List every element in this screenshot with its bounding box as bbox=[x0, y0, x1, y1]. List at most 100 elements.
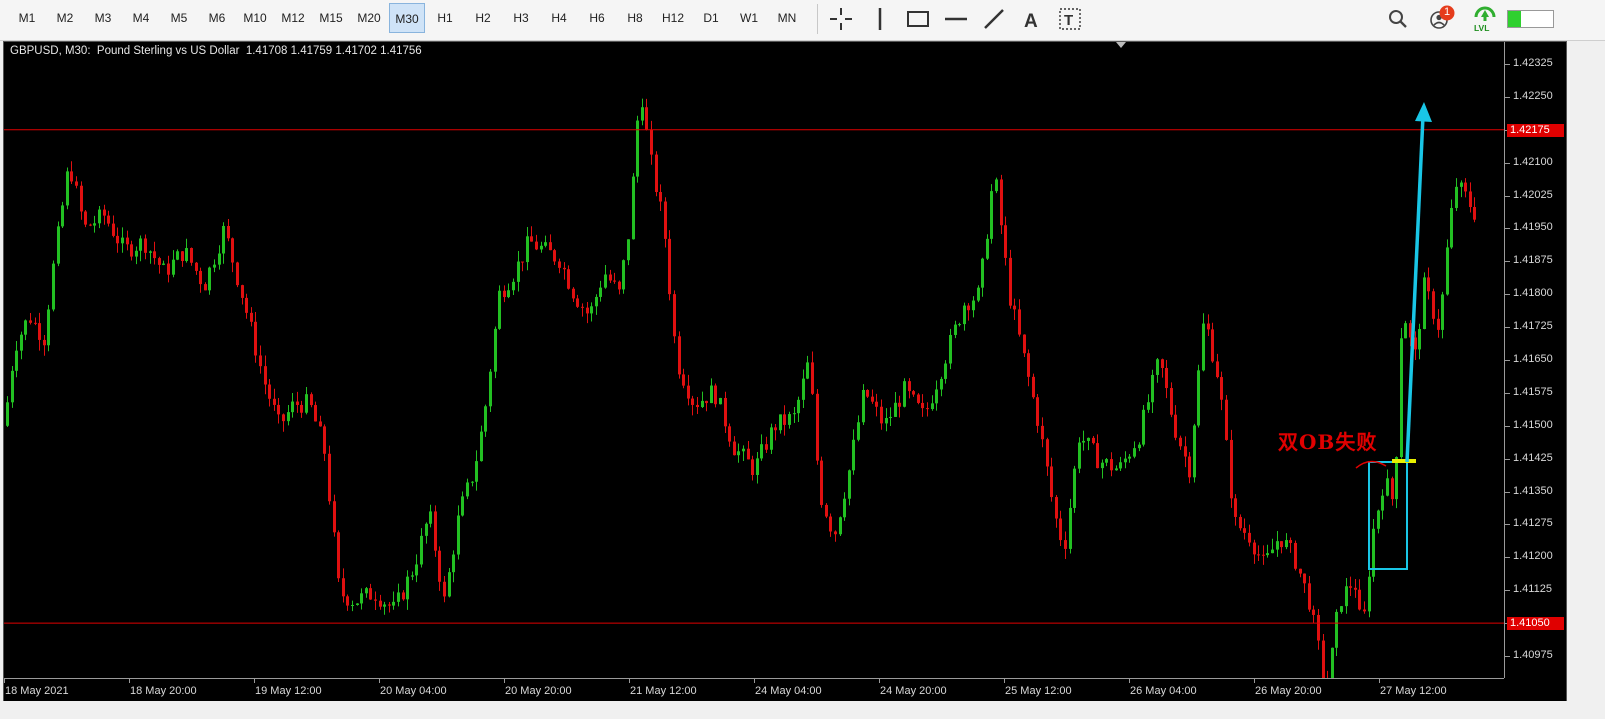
bull-candle bbox=[1151, 374, 1154, 403]
bull-candle bbox=[420, 535, 423, 565]
timeframe-button-d1[interactable]: D1 bbox=[703, 11, 719, 25]
time-tick bbox=[879, 679, 880, 683]
bear-candle bbox=[898, 402, 901, 407]
price-tick-label: 1.41125 bbox=[1513, 583, 1552, 596]
timeframe-button-m1[interactable]: M1 bbox=[18, 11, 36, 25]
timeframe-button-h3[interactable]: H3 bbox=[513, 11, 529, 25]
timeframe-button-mn[interactable]: MN bbox=[777, 11, 797, 25]
timeframe-button-m10[interactable]: M10 bbox=[243, 11, 267, 25]
bear-candle bbox=[1096, 443, 1099, 469]
timeframe-button-m6[interactable]: M6 bbox=[208, 11, 226, 25]
bull-candle bbox=[1345, 586, 1348, 607]
bear-candle bbox=[112, 223, 115, 236]
timeframe-button-h6[interactable]: H6 bbox=[589, 11, 605, 25]
bull-candle bbox=[788, 414, 791, 425]
timeframe-button-h8[interactable]: H8 bbox=[627, 11, 643, 25]
timeframe-button-h2[interactable]: H2 bbox=[475, 11, 491, 25]
timeframe-button-m15[interactable]: M15 bbox=[319, 11, 343, 25]
bear-candle bbox=[1230, 439, 1233, 499]
projection-arrow-line bbox=[1405, 115, 1425, 463]
bear-candle bbox=[714, 385, 717, 405]
text-icon[interactable]: A bbox=[1017, 4, 1047, 34]
timeframe-button-h4[interactable]: H4 bbox=[551, 11, 567, 25]
bear-candle bbox=[825, 504, 828, 517]
timeframe-button-m3[interactable]: M3 bbox=[94, 11, 112, 25]
bear-candle bbox=[1464, 182, 1467, 192]
bull-candle bbox=[213, 264, 216, 268]
price-tick-label: 1.41350 bbox=[1513, 484, 1553, 497]
timeframe-button-h12[interactable]: H12 bbox=[661, 11, 684, 25]
bear-candle bbox=[300, 404, 303, 413]
bull-candle bbox=[797, 399, 800, 414]
bear-candle bbox=[1294, 542, 1297, 569]
lvl-signal-icon[interactable]: LVL bbox=[1470, 4, 1500, 34]
bull-candle bbox=[135, 250, 138, 257]
bear-candle bbox=[609, 274, 612, 281]
bull-candle bbox=[632, 176, 635, 240]
timeframe-button-m5[interactable]: M5 bbox=[170, 11, 188, 25]
time-tick-label: 20 May 04:00 bbox=[380, 685, 447, 697]
chart-toolbar: M1 M2 M3 M4 M5 M6 M10 M12 M15 M20 M30 H1 H2 H3 H4 H6 H8 H… bbox=[0, 0, 1605, 41]
bear-candle bbox=[1257, 554, 1260, 556]
bear-candle bbox=[618, 281, 621, 290]
rectangle-icon[interactable] bbox=[903, 4, 933, 34]
bull-candle bbox=[498, 290, 501, 329]
time-tick bbox=[754, 679, 755, 683]
timeframe-button-w1[interactable]: W1 bbox=[740, 11, 758, 25]
horizontal-line-icon[interactable] bbox=[941, 4, 971, 34]
timeframe-button-m4[interactable]: M4 bbox=[132, 11, 150, 25]
bear-candle bbox=[1317, 614, 1320, 641]
chart-window[interactable]: GBPUSD, M30: Pound Sterling vs US Dollar… bbox=[3, 41, 1567, 703]
bull-candle bbox=[15, 350, 18, 371]
price-axis[interactable]: 1.42325 1.42250 1.42175 1.42100 1.42025 1.419… bbox=[1504, 42, 1567, 678]
bear-candle bbox=[264, 366, 267, 385]
bear-candle bbox=[549, 242, 552, 251]
time-axis[interactable]: 18 May 2021 18 May 20:00 19 May 12:00 20 Ma… bbox=[4, 678, 1504, 703]
bull-candle bbox=[98, 209, 101, 224]
price-tick bbox=[1505, 294, 1510, 296]
bull-candle bbox=[806, 362, 809, 379]
bull-candle bbox=[903, 381, 906, 407]
price-chart-svg[interactable] bbox=[4, 42, 1504, 678]
bull-candle bbox=[1368, 576, 1371, 612]
bull-candle bbox=[20, 334, 23, 351]
notifications-icon[interactable]: 1 bbox=[1424, 4, 1458, 34]
timeframe-button-m20[interactable]: M20 bbox=[357, 11, 381, 25]
bull-candle bbox=[392, 601, 395, 606]
bear-candle bbox=[1092, 437, 1095, 444]
bull-candle bbox=[894, 402, 897, 417]
timeframe-button-h1[interactable]: H1 bbox=[437, 11, 453, 25]
bull-candle bbox=[641, 107, 644, 121]
bull-candle bbox=[356, 603, 359, 605]
bear-candle bbox=[1000, 179, 1003, 226]
bull-candle bbox=[512, 281, 515, 291]
bear-candle bbox=[1363, 609, 1366, 612]
bull-candle bbox=[1400, 338, 1403, 458]
bear-candle bbox=[443, 581, 446, 597]
text-label-icon[interactable]: T bbox=[1055, 4, 1085, 34]
crosshair-icon[interactable] bbox=[826, 4, 856, 34]
bull-candle bbox=[461, 496, 464, 516]
bull-candle bbox=[185, 248, 188, 262]
bear-candle bbox=[1253, 542, 1256, 555]
price-tick-label: 1.41200 bbox=[1513, 550, 1553, 563]
bull-candle bbox=[1372, 528, 1375, 577]
timeframe-button-m2[interactable]: M2 bbox=[56, 11, 74, 25]
price-tick bbox=[1505, 458, 1510, 460]
bear-candle bbox=[659, 192, 662, 202]
timeframe-button-m12[interactable]: M12 bbox=[281, 11, 305, 25]
bull-candle bbox=[526, 236, 529, 263]
bear-candle bbox=[1391, 478, 1394, 500]
bear-candle bbox=[241, 285, 244, 298]
trendline-icon[interactable] bbox=[979, 4, 1009, 34]
search-icon[interactable] bbox=[1383, 4, 1413, 34]
bull-candle bbox=[1069, 507, 1072, 549]
bear-candle bbox=[1216, 361, 1219, 378]
chart-plot-area[interactable]: GBPUSD, M30: Pound Sterling vs US Dollar… bbox=[4, 42, 1504, 678]
bull-candle bbox=[1147, 402, 1150, 410]
bull-candle bbox=[429, 511, 432, 524]
vertical-line-icon[interactable] bbox=[865, 4, 895, 34]
price-tick-label: 1.41500 bbox=[1513, 418, 1553, 431]
timeframe-button-m30[interactable]: M30 bbox=[389, 3, 425, 33]
chart-annotation-text: 双OB失败 bbox=[1278, 430, 1378, 454]
